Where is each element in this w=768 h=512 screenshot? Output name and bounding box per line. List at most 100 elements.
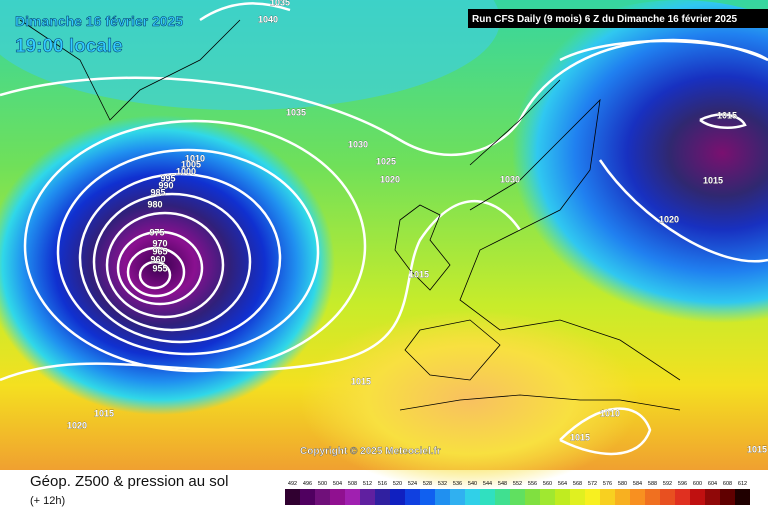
scale-swatch [450,489,465,505]
isobar-label: 995 [160,173,175,183]
scale-swatch [285,489,300,505]
scale-label: 612 [738,481,747,487]
isobar-label: 1015 [351,376,371,386]
field-warm [300,310,640,490]
copyright: Copyright © 2025 Meteociel.fr [300,446,441,457]
scale-swatch [375,489,390,505]
scale-label: 588 [648,481,657,487]
scale-label: 504 [333,481,342,487]
run-label-bg [468,9,768,28]
scale-swatch [480,489,495,505]
scale-label: 600 [693,481,702,487]
isobar-label: 1010 [185,153,205,163]
scale-swatch [345,489,360,505]
scale-label: 500 [318,481,327,487]
isobar-label: 965 [152,246,167,256]
scale-label: 608 [723,481,732,487]
scale-swatch [720,489,735,505]
isobar-label: 1015 [570,432,590,442]
scale-label: 508 [348,481,357,487]
scale-label: 492 [288,481,297,487]
isobar-label: 1020 [380,174,400,184]
scale-label: 528 [423,481,432,487]
isobar-label: 1020 [659,214,679,224]
time-label: 19:00 locale [15,36,123,57]
scale-swatch [585,489,600,505]
scale-label: 564 [558,481,567,487]
scale-swatch [735,489,750,505]
scale-swatch [405,489,420,505]
isobar-label: 975 [149,227,164,237]
isobar-label: 970 [152,238,167,248]
isobar-label: 1010 [600,408,620,418]
scale-label: 516 [378,481,387,487]
field-north [0,0,500,110]
map-area: Dimanche 16 février 2025 19:00 locale Ru… [0,0,768,490]
isobar-label: 1030 [500,174,520,184]
coastlines [19,19,681,411]
date-label: Dimanche 16 février 2025 [15,13,183,29]
scale-label: 592 [663,481,672,487]
scale-swatch [570,489,585,505]
scale-label: 576 [603,481,612,487]
scale-swatch [630,489,645,505]
scale-label: 496 [303,481,312,487]
scale-label: 580 [618,481,627,487]
isobar-label: 990 [158,180,173,190]
isobar-label: 1025 [376,156,396,166]
scale-label: 568 [573,481,582,487]
scale-swatch [360,489,375,505]
scale-label: 524 [408,481,417,487]
isobar-label: 980 [147,199,162,209]
scale-label: 556 [528,481,537,487]
scale-swatch [705,489,720,505]
scale-swatch [690,489,705,505]
scale-label: 596 [678,481,687,487]
scale-swatch [645,489,660,505]
scale-label: 512 [363,481,372,487]
isobar-label: 1035 [270,0,290,7]
scale-swatch [390,489,405,505]
scale-swatch [330,489,345,505]
scale-label: 544 [483,481,492,487]
isobar-labels: 1035 1040 1035 1030 1025 1020 1030 1015 1015 1020… [67,0,767,455]
isobar-label: 1015 [717,110,737,120]
scale-label: 548 [498,481,507,487]
scale-label: 560 [543,481,552,487]
scale-swatch [300,489,315,505]
scale-label: 520 [393,481,402,487]
scale-swatch [465,489,480,505]
run-label: Run CFS Daily (9 mois) 6 Z du Dimanche 1… [472,14,738,25]
footer: Géop. Z500 & pression au sol (+ 12h) 492… [30,473,750,507]
footer-title: Géop. Z500 & pression au sol [30,473,228,490]
isobar-label: 1000 [176,166,196,176]
scale-label: 572 [588,481,597,487]
footer-lead: (+ 12h) [30,495,65,507]
scale-swatch [660,489,675,505]
scale-swatch [675,489,690,505]
scale-swatch [525,489,540,505]
isobars [0,2,768,456]
isobar-label: 985 [150,187,165,197]
scale-label: 536 [453,481,462,487]
scale-label: 532 [438,481,447,487]
color-scale: 492 496 500 504 508 512 516 520 524 528 532 536 540 5… [285,481,750,505]
scale-swatch [600,489,615,505]
isobar-label: 1020 [67,420,87,430]
isobar-label: 1015 [747,444,767,454]
scale-label: 540 [468,481,477,487]
scale-swatch [555,489,570,505]
scale-swatch [495,489,510,505]
isobar-label: 1040 [258,14,278,24]
scale-swatch [615,489,630,505]
scale-swatch [510,489,525,505]
isobar-label: 1015 [94,408,114,418]
isobar-label: 955 [152,263,167,273]
isobar-label: 1015 [409,269,429,279]
scale-label: 604 [708,481,717,487]
isobar-label: 1035 [286,107,306,117]
isobar-label: 1030 [348,139,368,149]
isobar-label: 1005 [181,159,201,169]
isobar-label: 960 [150,254,165,264]
